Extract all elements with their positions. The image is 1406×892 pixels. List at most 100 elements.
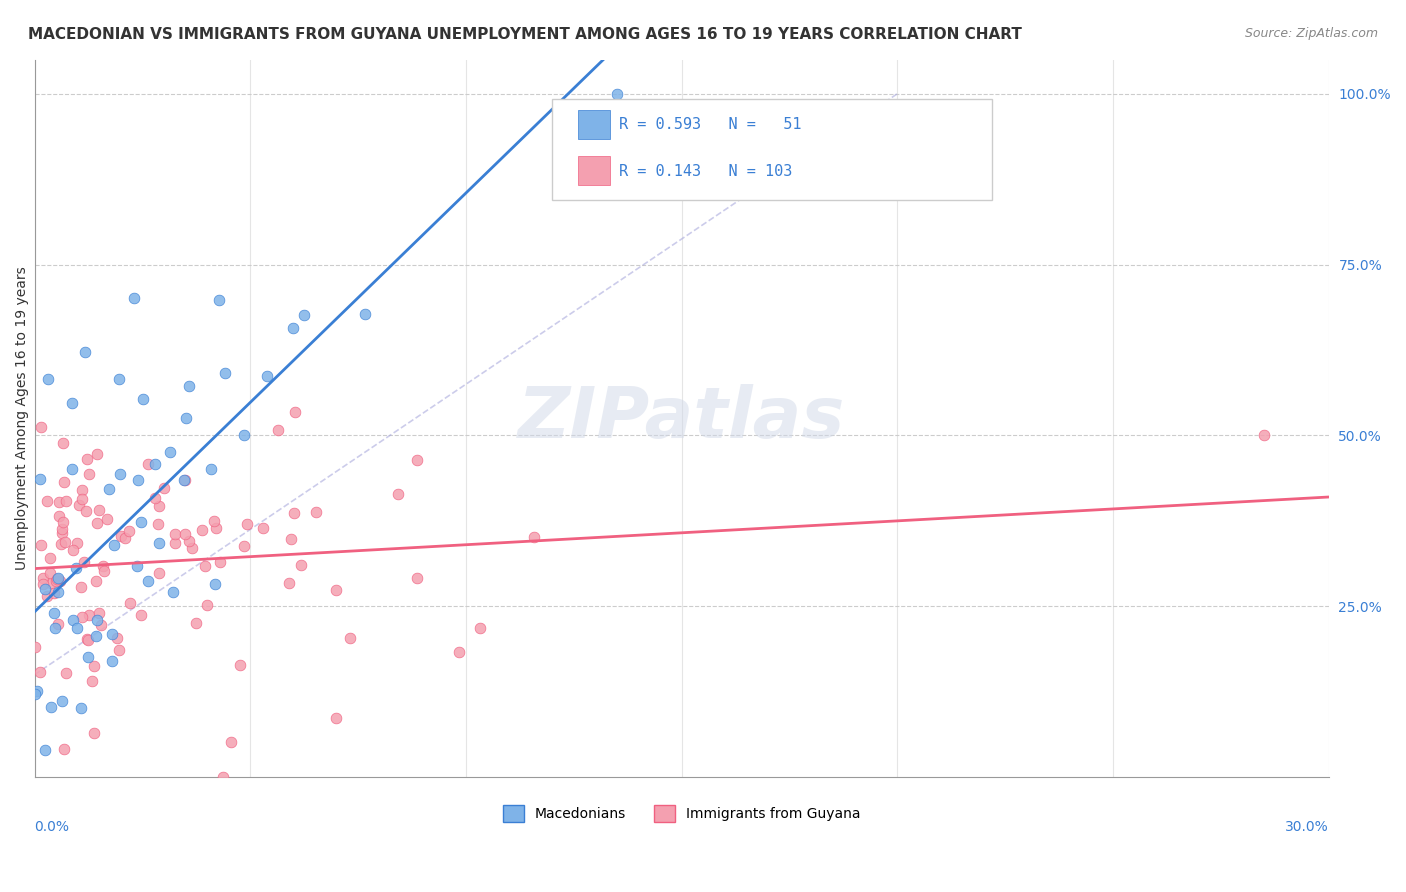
Point <box>35 589 58 603</box>
Point <box>52 515 75 529</box>
Point <box>406 453 429 467</box>
Point <box>236 516 259 531</box>
Point <box>83 726 105 740</box>
Point <box>90 617 112 632</box>
Point <box>49 574 72 588</box>
Point <box>39 699 62 714</box>
Point <box>24 687 46 701</box>
Point <box>387 487 409 501</box>
Point <box>229 657 252 672</box>
Point <box>283 506 305 520</box>
Text: R = 0.143   N = 103: R = 0.143 N = 103 <box>620 163 793 178</box>
Point <box>34 742 56 756</box>
Point <box>290 558 312 573</box>
Point <box>24 640 46 654</box>
Point <box>51 694 73 708</box>
Point <box>107 643 129 657</box>
Point <box>148 499 170 513</box>
Point <box>70 580 93 594</box>
Point <box>127 474 149 488</box>
Point <box>219 735 242 749</box>
Point <box>51 536 73 550</box>
Point <box>52 436 75 450</box>
Point <box>51 522 73 536</box>
Bar <box>578 156 610 186</box>
Point <box>214 366 236 380</box>
Point <box>108 372 131 386</box>
Point <box>48 494 70 508</box>
Point <box>60 461 83 475</box>
Point <box>66 621 89 635</box>
Point <box>180 541 202 555</box>
Point <box>34 582 56 596</box>
Point <box>48 585 70 599</box>
Point <box>233 428 256 442</box>
Point <box>212 770 235 784</box>
Point <box>281 321 304 335</box>
Point <box>523 530 546 544</box>
Point <box>45 572 67 586</box>
Point <box>122 291 145 305</box>
Point <box>153 481 176 495</box>
Point <box>76 632 98 646</box>
Point <box>325 710 347 724</box>
Y-axis label: Unemployment Among Ages 16 to 19 years: Unemployment Among Ages 16 to 19 years <box>15 267 30 570</box>
Point <box>48 570 70 584</box>
Point <box>177 379 200 393</box>
Point <box>77 633 100 648</box>
Point <box>32 577 55 591</box>
Point <box>96 512 118 526</box>
Point <box>77 467 100 481</box>
Point <box>143 491 166 505</box>
Point <box>48 508 70 523</box>
Point <box>98 482 121 496</box>
Point <box>233 539 256 553</box>
Point <box>125 559 148 574</box>
Point <box>174 411 197 425</box>
Point <box>101 627 124 641</box>
Point <box>120 596 142 610</box>
Point <box>325 583 347 598</box>
Point <box>209 555 232 569</box>
Point <box>69 498 91 512</box>
Point <box>62 542 84 557</box>
Point <box>55 666 77 681</box>
Point <box>284 405 307 419</box>
Legend: Macedonians, Immigrants from Guyana: Macedonians, Immigrants from Guyana <box>498 799 866 828</box>
Point <box>77 608 100 623</box>
Point <box>205 521 228 535</box>
Point <box>30 538 52 552</box>
Point <box>93 558 115 573</box>
Text: 0.0%: 0.0% <box>35 821 69 834</box>
Point <box>39 566 62 581</box>
Point <box>202 514 225 528</box>
Point <box>136 574 159 589</box>
Point <box>190 524 212 538</box>
Point <box>129 608 152 623</box>
Point <box>195 598 218 612</box>
Text: 30.0%: 30.0% <box>1285 821 1329 834</box>
Point <box>148 566 170 581</box>
Text: MACEDONIAN VS IMMIGRANTS FROM GUYANA UNEMPLOYMENT AMONG AGES 16 TO 19 YEARS CORR: MACEDONIAN VS IMMIGRANTS FROM GUYANA UNE… <box>28 27 1022 42</box>
Point <box>62 613 84 627</box>
Point <box>194 558 217 573</box>
Point <box>105 632 128 646</box>
Point <box>280 532 302 546</box>
Point <box>28 472 51 486</box>
Text: Source: ZipAtlas.com: Source: ZipAtlas.com <box>1244 27 1378 40</box>
Point <box>87 503 110 517</box>
Point <box>70 610 93 624</box>
Point <box>146 516 169 531</box>
Point <box>129 515 152 529</box>
Point <box>114 532 136 546</box>
Point <box>76 452 98 467</box>
Point <box>406 571 429 585</box>
Bar <box>578 110 610 138</box>
Point <box>165 527 187 541</box>
Point <box>145 457 167 471</box>
Point <box>25 683 48 698</box>
Point <box>165 536 187 550</box>
Point <box>42 607 65 621</box>
Point <box>174 473 197 487</box>
Point <box>159 445 181 459</box>
